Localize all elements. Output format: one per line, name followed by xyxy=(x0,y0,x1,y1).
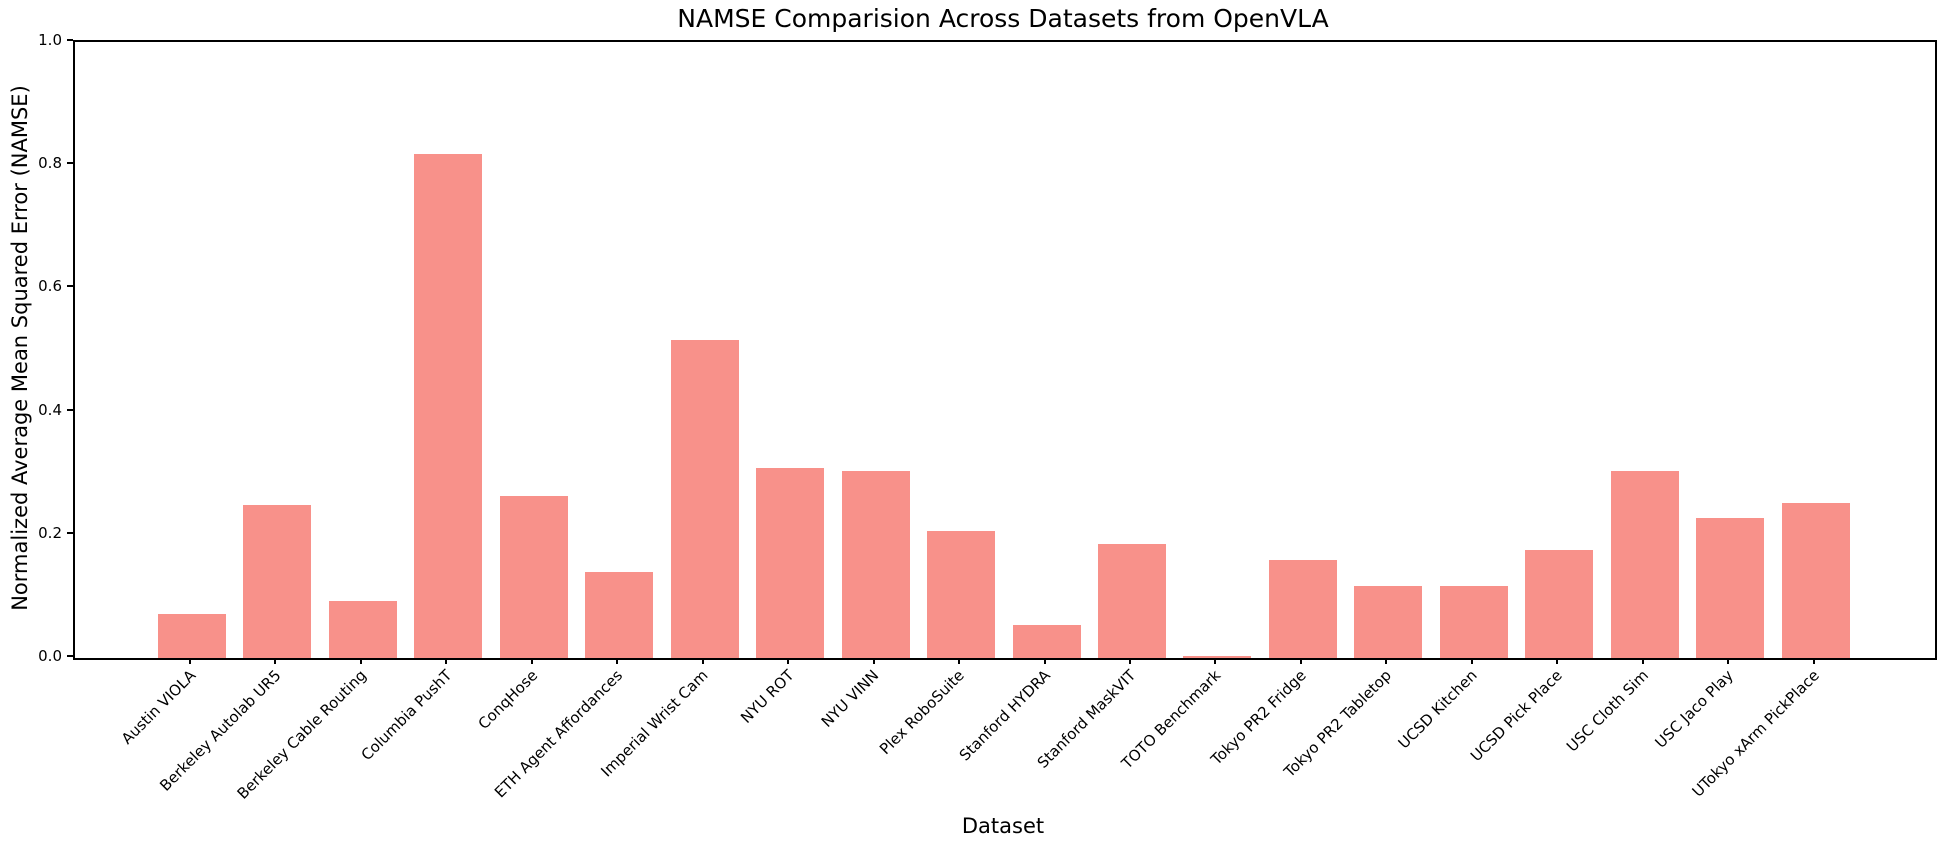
x-tick-mark-plex-robosuite xyxy=(958,658,961,664)
y-tick-label-0.6: 0.6 xyxy=(38,277,62,296)
y-axis-label: Normalized Average Mean Squared Error (N… xyxy=(8,85,32,611)
x-tick-mark-ucsd-kitchen xyxy=(1470,658,1473,664)
chart-title: NAMSE Comparision Across Datasets from O… xyxy=(677,4,1329,33)
bar-austin-viola xyxy=(158,613,226,658)
x-axis-label: Dataset xyxy=(961,814,1045,838)
x-tick-mark-tokyo-pr2-fridge xyxy=(1299,658,1302,664)
bar-columbia-pusht xyxy=(414,154,483,658)
bar-ucsd-kitchen xyxy=(1439,585,1508,658)
x-tick-mark-eth-agent-affordances xyxy=(616,658,619,664)
x-tick-label-ucsd-kitchen: UCSD Kitchen xyxy=(1394,666,1481,753)
x-tick-mark-columbia-pusht xyxy=(445,658,448,664)
bar-utokyo-xarm-pickplace xyxy=(1781,503,1850,658)
x-tick-mark-austin-viola xyxy=(189,658,191,664)
x-tick-label-plex-robosuite: Plex RoboSuite xyxy=(876,666,969,759)
bar-ucsd-pick-place xyxy=(1525,550,1594,658)
x-tick-label-conqhose: ConqHose xyxy=(474,666,541,733)
bar-usc-jaco-play xyxy=(1696,517,1765,658)
x-tick-mark-berkeley-cable-routing xyxy=(359,658,362,664)
plot-area xyxy=(73,40,1937,660)
x-tick-mark-usc-jaco-play xyxy=(1727,658,1730,664)
y-tick-mark-0.0 xyxy=(67,655,73,657)
x-tick-label-usc-jaco-play: USC Jaco Play xyxy=(1651,666,1738,752)
x-tick-mark-imperial-wrist-cam xyxy=(701,658,704,664)
x-tick-mark-usc-cloth-sim xyxy=(1641,658,1644,664)
x-tick-mark-nyu-vinn xyxy=(872,658,875,664)
x-tick-mark-ucsd-pick-place xyxy=(1556,658,1559,664)
x-tick-mark-toto-benchmark xyxy=(1214,658,1217,664)
bar-conqhose xyxy=(499,496,568,658)
x-tick-mark-conqhose xyxy=(530,658,533,664)
bar-toto-benchmark xyxy=(1183,655,1252,658)
y-tick-mark-0.4 xyxy=(67,408,73,411)
bar-tokyo-pr2-tabletop xyxy=(1354,585,1423,658)
y-tick-mark-0.8 xyxy=(67,162,73,165)
x-tick-mark-stanford-maskvit xyxy=(1128,658,1131,664)
x-tick-label-stanford-hydra: Stanford HYDRA xyxy=(955,666,1054,765)
bar-tokyo-pr2-fridge xyxy=(1268,560,1337,658)
y-tick-label-1.0: 1.0 xyxy=(38,31,62,49)
x-tick-label-austin-viola: Austin VIOLA xyxy=(117,666,200,748)
bar-berkeley-autolab-ur5 xyxy=(243,505,312,658)
x-tick-label-usc-cloth-sim: USC Cloth Sim xyxy=(1562,666,1652,756)
x-tick-mark-tokyo-pr2-tabletop xyxy=(1385,658,1388,664)
y-tick-label-0.8: 0.8 xyxy=(38,154,62,173)
bar-plex-robosuite xyxy=(927,531,996,658)
y-tick-mark-0.6 xyxy=(67,285,73,288)
x-tick-label-nyu-rot: NYU ROT xyxy=(736,666,798,727)
y-tick-label-0.0: 0.0 xyxy=(38,647,62,665)
bar-nyu-vinn xyxy=(841,470,910,658)
y-tick-mark-0.2 xyxy=(67,531,73,534)
y-tick-label-0.2: 0.2 xyxy=(38,523,62,542)
x-tick-mark-nyu-rot xyxy=(787,658,790,664)
x-tick-label-ucsd-pick-place: UCSD Pick Place xyxy=(1467,666,1567,766)
x-tick-label-nyu-vinn: NYU VINN xyxy=(818,666,883,731)
bar-usc-cloth-sim xyxy=(1610,470,1679,658)
x-tick-mark-berkeley-autolab-ur5 xyxy=(274,658,277,664)
y-tick-label-0.4: 0.4 xyxy=(38,400,62,419)
x-tick-label-columbia-pusht: Columbia PushT xyxy=(357,666,456,765)
bar-stanford-hydra xyxy=(1012,625,1081,658)
y-tick-mark-1.0 xyxy=(67,39,73,41)
bar-berkeley-cable-routing xyxy=(328,601,397,658)
bar-eth-agent-affordances xyxy=(585,572,654,658)
x-tick-mark-utokyo-xarm-pickplace xyxy=(1812,658,1815,664)
x-tick-mark-stanford-hydra xyxy=(1043,658,1046,664)
bar-stanford-maskvit xyxy=(1097,544,1166,658)
bar-imperial-wrist-cam xyxy=(670,339,739,658)
bar-nyu-rot xyxy=(756,468,825,658)
